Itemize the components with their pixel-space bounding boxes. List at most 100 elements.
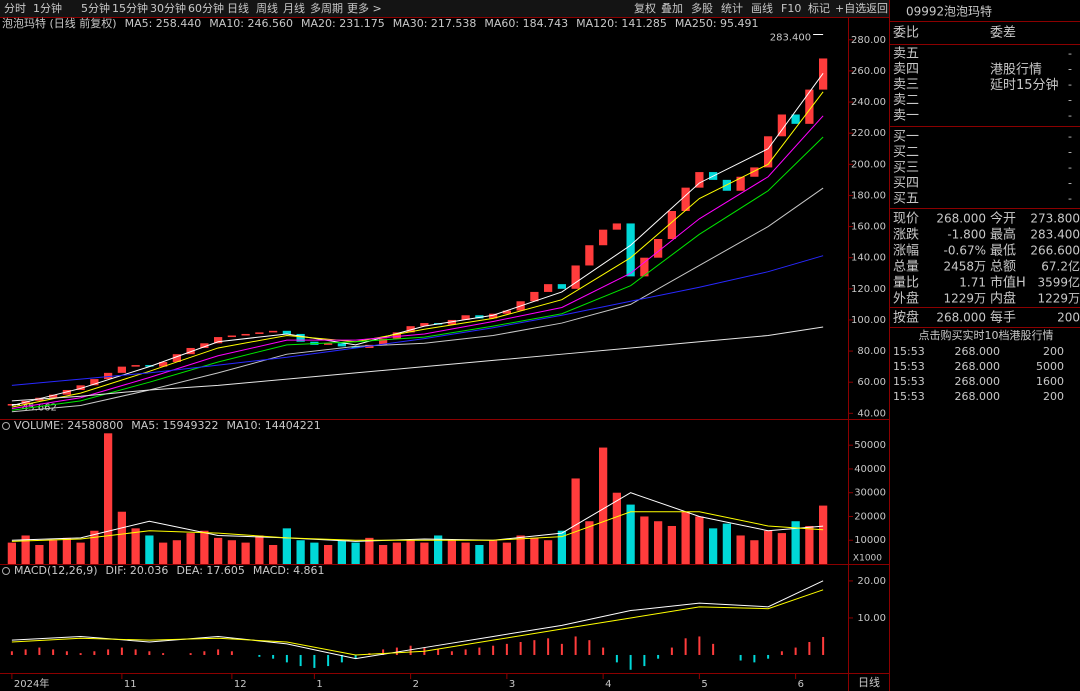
y-tick-label: 260.00 (851, 66, 886, 77)
candle (654, 239, 663, 258)
delay-notice: 延时15分钟 (990, 77, 1059, 93)
volume-bar (186, 533, 195, 564)
y-tick-label: 120.00 (851, 284, 886, 295)
toolbar-tab[interactable]: 月线 (283, 1, 305, 15)
volume-bar (585, 521, 594, 564)
legend-label: MA10: 14404221 (226, 419, 320, 432)
volume-bar (310, 542, 319, 564)
y-tick-label: 280.00 (851, 35, 886, 46)
indicator-line (11, 589, 824, 656)
volume-bar (365, 537, 374, 564)
toolbar-button[interactable]: 复权 (634, 1, 656, 15)
volume-bar (200, 530, 209, 564)
quote-label: 涨跌 (893, 227, 919, 243)
bid-level: 买四 (893, 176, 919, 191)
candle (599, 229, 608, 246)
date-label: 11 (124, 679, 137, 690)
y-tick-label: 240.00 (851, 97, 886, 108)
toolbar-button[interactable]: 返回 (866, 2, 888, 15)
volume-bar (722, 523, 731, 564)
volume-bar (516, 535, 525, 564)
candle (227, 335, 236, 338)
y-tick-label: 80.00 (857, 346, 886, 357)
candle (461, 315, 470, 320)
date-label: 4 (605, 679, 611, 690)
quote-label: 总量 (893, 260, 919, 275)
bottom-tab[interactable]: 日线 (858, 675, 880, 689)
volume-bar (145, 535, 154, 564)
annotation-label: 45.662 (22, 403, 57, 414)
quote-label: 最低 (990, 244, 1016, 259)
ratio-label: 委比 (893, 26, 919, 41)
quote-value: 1229万 (1037, 292, 1080, 306)
candle (777, 114, 786, 137)
toolbar-tab[interactable]: 日线 (227, 1, 249, 15)
candle (557, 284, 566, 289)
toolbar-tab[interactable]: 更多 > (347, 1, 382, 15)
legend-label: DEA: 17.605 (176, 564, 244, 577)
toolbar-tab[interactable]: 60分钟 (188, 1, 224, 15)
volume-bar (76, 542, 85, 564)
delay-notice: 港股行情 (990, 63, 1042, 78)
trade-price: 268.000 (955, 375, 1001, 388)
toolbar-tab[interactable]: 分时 (4, 2, 26, 15)
candle (159, 361, 168, 367)
volume-bar (530, 537, 539, 564)
candle (337, 343, 346, 347)
volume-bar (49, 540, 58, 564)
toolbar-button[interactable]: 画线 (751, 1, 773, 15)
y-tick-label: 50000 (854, 440, 886, 451)
buy-prompt[interactable]: 点击购买实时10档港股行情 (919, 328, 1054, 342)
toolbar-button[interactable]: 标记 (808, 1, 830, 15)
y-tick-label: 160.00 (851, 222, 886, 233)
volume-bar (489, 540, 498, 564)
indicator-line (11, 91, 824, 408)
quote-label: 今开 (990, 211, 1016, 227)
toolbar-bg (0, 0, 889, 17)
volume-bar (777, 533, 786, 564)
toolbar-button[interactable]: F10 (781, 2, 801, 15)
y-tick-label: 220.00 (851, 128, 886, 139)
quote-label: 按盘 (893, 310, 919, 326)
candle (186, 347, 195, 355)
volume-bar (255, 535, 264, 564)
volume-bar (502, 542, 511, 564)
quote-value: -0.67% (944, 244, 986, 258)
candle (214, 337, 223, 344)
toolbar-button[interactable]: 叠加 (661, 2, 683, 15)
volume-bar (104, 433, 113, 564)
y-tick-label: 10000 (854, 535, 886, 546)
toolbar-button[interactable]: 统计 (721, 2, 743, 15)
volume-bar (379, 544, 388, 564)
candle (530, 291, 539, 302)
indicator-line (11, 326, 824, 402)
toolbar-tab[interactable]: 30分钟 (150, 1, 186, 15)
bid-value: - (1068, 177, 1072, 190)
toolbar-button[interactable]: 多股 (691, 1, 713, 15)
bid-level: 买三 (893, 161, 919, 176)
toolbar-tab[interactable]: 15分钟 (112, 1, 148, 15)
volume-bar (819, 505, 828, 564)
ask-level: 卖三 (893, 78, 919, 93)
legend-label: DIF: 20.036 (106, 564, 169, 577)
volume-bar (392, 542, 401, 564)
candle (200, 343, 209, 348)
toolbar-tab[interactable]: 周线 (256, 1, 278, 15)
trade-volume: 1600 (1036, 375, 1064, 388)
candle (351, 346, 360, 348)
candle (104, 372, 113, 380)
toolbar-button[interactable]: +自选 (835, 2, 866, 15)
toolbar-tab[interactable]: 5分钟 (81, 1, 110, 15)
toolbar-tab[interactable]: 1分钟 (33, 1, 62, 15)
volume-bar (324, 544, 333, 564)
y-tick-label: 30000 (854, 488, 886, 499)
volume-bar (214, 537, 223, 564)
y-tick-label: 140.00 (851, 253, 886, 264)
candle (145, 365, 154, 367)
ask-value: - (1068, 47, 1072, 60)
ask-level: 卖一 (893, 109, 919, 124)
toolbar-tab[interactable]: 多周期 (310, 1, 343, 15)
trade-time: 15:53 (893, 390, 925, 403)
ask-value: - (1068, 94, 1072, 107)
